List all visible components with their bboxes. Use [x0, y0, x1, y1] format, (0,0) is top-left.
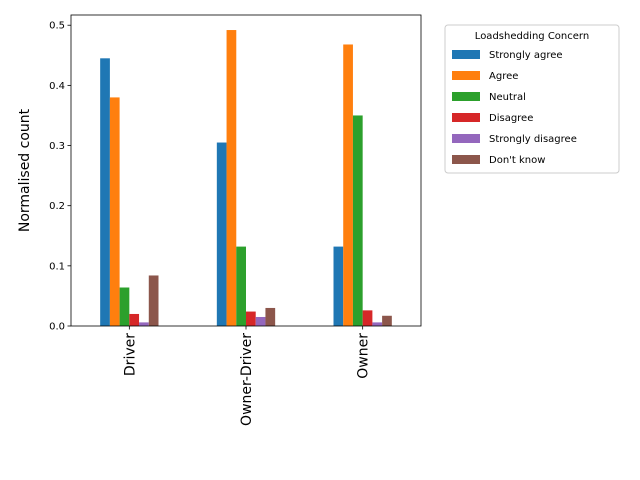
bar-disagree-owner-driver — [246, 311, 256, 326]
bar-neutral-owner-driver — [236, 246, 246, 326]
bar-neutral-driver — [119, 287, 130, 326]
y-tick-label: 0.1 — [49, 261, 65, 272]
bar-agree-owner — [343, 44, 353, 326]
legend-label: Don't know — [489, 155, 545, 166]
legend-box — [444, 24, 620, 174]
legend-title: Loadshedding Concern — [475, 31, 589, 42]
y-axis-title: Normalised count — [17, 108, 33, 232]
y-tick-label: 0.3 — [49, 141, 65, 152]
bar-strongly-agree-owner-driver — [216, 142, 227, 326]
bar-disagree-owner — [362, 310, 373, 326]
bar-neutral-owner — [352, 115, 363, 327]
y-tick-label: 0.4 — [49, 81, 65, 92]
legend-label: Disagree — [489, 113, 533, 124]
x-tick-label: Owner-Driver — [239, 333, 255, 426]
legend-swatch — [452, 155, 480, 164]
bar-strongly-agree-owner — [333, 246, 344, 326]
bar-disagree-driver — [129, 313, 140, 326]
bar-don-t-know-owner — [382, 315, 392, 326]
legend-swatch — [452, 92, 480, 101]
bar-agree-owner-driver — [226, 30, 237, 326]
bar-strongly-disagree-owner-driver — [255, 316, 266, 326]
y-tick-label: 0.5 — [49, 21, 65, 32]
legend-label: Neutral — [489, 92, 526, 103]
x-tick-label: Owner — [356, 333, 372, 379]
legend-swatch — [452, 50, 480, 59]
y-tick-label: 0.2 — [49, 201, 65, 212]
x-tick-label: Driver — [122, 333, 138, 376]
legend-label: Agree — [489, 71, 518, 82]
bar-strongly-agree-driver — [100, 58, 110, 327]
bar-strongly-disagree-owner — [372, 322, 383, 326]
legend-swatch — [452, 134, 480, 143]
legend-label: Strongly disagree — [489, 134, 577, 145]
bar-agree-driver — [109, 97, 120, 326]
legend-swatch — [452, 71, 480, 80]
legend-label: Strongly agree — [489, 50, 563, 61]
y-tick-label: 0.0 — [49, 322, 65, 333]
legend-swatch — [452, 113, 480, 122]
bar-don-t-know-owner-driver — [265, 307, 276, 326]
bar-strongly-disagree-driver — [139, 322, 149, 326]
bar-don-t-know-driver — [148, 275, 159, 326]
